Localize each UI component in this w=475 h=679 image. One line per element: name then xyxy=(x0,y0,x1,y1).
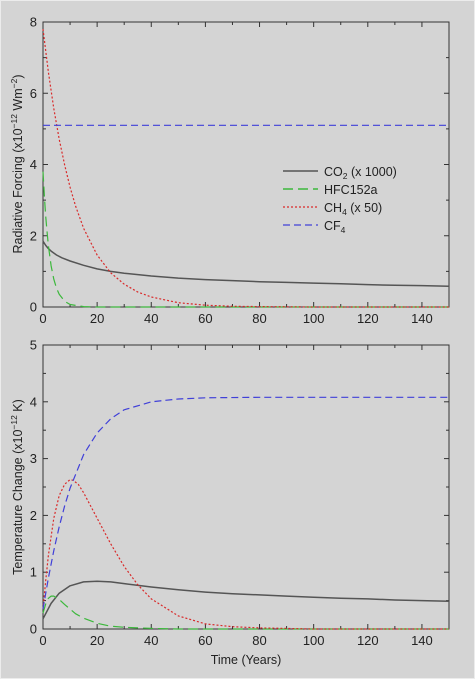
legend: CO2 (x 1000) HFC152a CH4 (x 50) CF4 xyxy=(283,165,397,235)
x-tick-label: 20 xyxy=(90,633,104,648)
x-tick-label: 120 xyxy=(357,633,379,648)
series-line-co2 xyxy=(42,240,450,288)
legend-item-cf4: CF4 xyxy=(283,219,346,235)
legend-label-cf4: CF4 xyxy=(324,219,346,235)
y-tick-label: 2 xyxy=(30,228,37,243)
y-tick-label: 8 xyxy=(30,15,37,30)
y-tick-label: 3 xyxy=(30,451,37,466)
x-tick-label: 60 xyxy=(198,311,212,326)
y-axis-title: Temperature Change (x10−12 K) xyxy=(9,399,25,575)
x-tick-label: 40 xyxy=(144,633,158,648)
series-line-hfc152a xyxy=(42,171,449,308)
x-tick-label: 0 xyxy=(39,633,46,648)
legend-item-co2: CO2 (x 1000) xyxy=(283,165,397,181)
x-tick-label: 140 xyxy=(411,633,433,648)
temperature-change-panel: 0 20 40 60 80 100 120 140 0 1 2 3 4 5 Temperature Cha… xyxy=(9,338,450,667)
y-tick-label: 2 xyxy=(30,508,37,523)
y-tick-label: 1 xyxy=(30,565,37,580)
y-axis-title: Radiative Forcing (x10−12 Wm−2) xyxy=(9,74,25,253)
x-tick-label: 80 xyxy=(252,311,266,326)
series-line-cf4 xyxy=(42,396,449,610)
x-tick-label: 100 xyxy=(303,311,325,326)
x-tick-label: 80 xyxy=(252,633,266,648)
y-tick-label: 5 xyxy=(30,338,37,353)
x-tick-label: 20 xyxy=(90,311,104,326)
x-tick-label: 60 xyxy=(198,633,212,648)
y-tick-label: 4 xyxy=(30,157,37,172)
y-tick-label: 0 xyxy=(30,622,37,637)
y-tick-label: 4 xyxy=(30,394,37,409)
y-tick-label: 0 xyxy=(30,300,37,315)
series-line-hfc152a xyxy=(42,595,449,630)
x-tick-label: 40 xyxy=(144,311,158,326)
x-tick-label: 100 xyxy=(303,633,325,648)
legend-label-co2: CO2 (x 1000) xyxy=(324,165,397,181)
legend-label-hfc152a: HFC152a xyxy=(324,183,378,197)
x-tick-label: 120 xyxy=(357,311,379,326)
series-line-co2 xyxy=(42,580,450,620)
legend-label-ch4: CH4 (x 50) xyxy=(324,201,382,217)
radiative-forcing-panel: 0 20 40 60 80 100 120 140 0 2 4 6 8 Radiative Forcin… xyxy=(9,15,450,326)
series-line-ch4 xyxy=(42,479,449,630)
legend-item-hfc152a: HFC152a xyxy=(283,183,378,197)
y-tick-label: 6 xyxy=(30,86,37,101)
x-tick-label: 0 xyxy=(39,311,46,326)
x-tick-label: 140 xyxy=(411,311,433,326)
x-axis-title: Time (Years) xyxy=(211,653,282,667)
plot-frame xyxy=(42,344,450,630)
legend-item-ch4: CH4 (x 50) xyxy=(283,201,382,217)
series-line-ch4 xyxy=(42,29,449,308)
